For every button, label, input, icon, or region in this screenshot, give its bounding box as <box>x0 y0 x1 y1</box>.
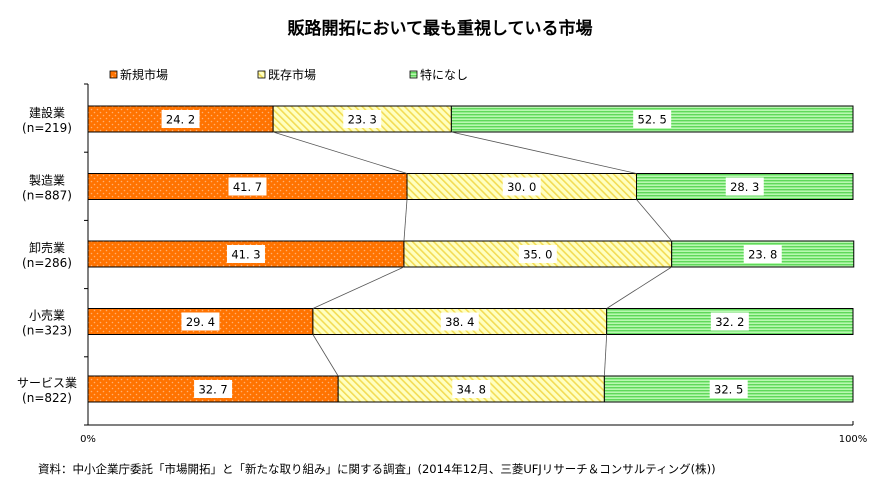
data-label: 23. 3 <box>348 113 377 127</box>
data-label-bg <box>161 110 200 128</box>
data-label-bg <box>502 177 541 196</box>
category-label: 小売業 <box>29 308 65 323</box>
x-tick-label: 100% <box>839 434 868 445</box>
series-line <box>603 334 608 377</box>
data-label-bg <box>633 110 672 128</box>
data-label-bg <box>725 177 764 196</box>
category-sublabel: (n=323) <box>22 324 72 338</box>
series-line <box>312 266 405 309</box>
data-label-bg <box>710 312 749 331</box>
series-line <box>606 266 672 309</box>
data-label: 34. 8 <box>457 383 486 397</box>
data-label-bg <box>743 245 782 263</box>
series-line <box>273 131 408 174</box>
category-label: サービス業 <box>17 376 77 390</box>
data-label-bg <box>440 312 479 331</box>
data-label-bg <box>226 245 265 263</box>
data-label: 32. 7 <box>198 383 227 397</box>
category-sublabel: (n=887) <box>22 189 72 203</box>
data-label: 24. 2 <box>166 113 195 127</box>
category-label: 建設業 <box>29 105 65 120</box>
series-line <box>451 131 637 174</box>
category-sublabel: (n=286) <box>22 256 72 270</box>
data-label: 41. 3 <box>231 248 260 262</box>
category-sublabel: (n=219) <box>22 121 72 135</box>
data-label-bg <box>228 177 267 196</box>
legend-swatch <box>257 70 266 79</box>
data-label: 32. 5 <box>714 383 743 397</box>
legend-label: 既存市場 <box>268 67 316 82</box>
legend-label: 新規市場 <box>120 67 168 82</box>
data-label-bg <box>181 312 220 331</box>
data-label: 30. 0 <box>507 180 536 194</box>
data-label-bg <box>343 110 382 128</box>
data-label: 41. 7 <box>233 180 262 194</box>
legend-label: 特になし <box>420 67 468 82</box>
series-line <box>403 199 408 242</box>
chart-title: 販路開拓において最も重視している市場 <box>287 19 593 39</box>
data-label: 29. 4 <box>186 315 215 329</box>
series-line <box>312 334 339 377</box>
source-note: 資料：中小企業庁委託「市場開拓」と「新たな取り組み」に関する調査」(2014年1… <box>38 462 716 476</box>
legend-swatch <box>409 70 418 79</box>
legend-swatch <box>109 70 118 79</box>
data-label-bg <box>518 245 557 263</box>
category-sublabel: (n=822) <box>22 391 72 405</box>
data-label-bg <box>194 380 233 398</box>
data-label: 28. 3 <box>730 180 759 194</box>
data-label-bg <box>709 380 748 398</box>
category-label: 製造業 <box>29 174 65 188</box>
data-label: 32. 2 <box>715 315 744 329</box>
data-label: 38. 4 <box>445 315 474 329</box>
data-label-bg <box>452 380 491 398</box>
data-label: 23. 8 <box>748 248 777 262</box>
data-label: 52. 5 <box>638 113 667 127</box>
series-line <box>636 199 673 242</box>
category-label: 卸売業 <box>29 240 65 255</box>
x-tick-label: 0% <box>80 434 96 445</box>
data-label: 35. 0 <box>523 248 552 262</box>
